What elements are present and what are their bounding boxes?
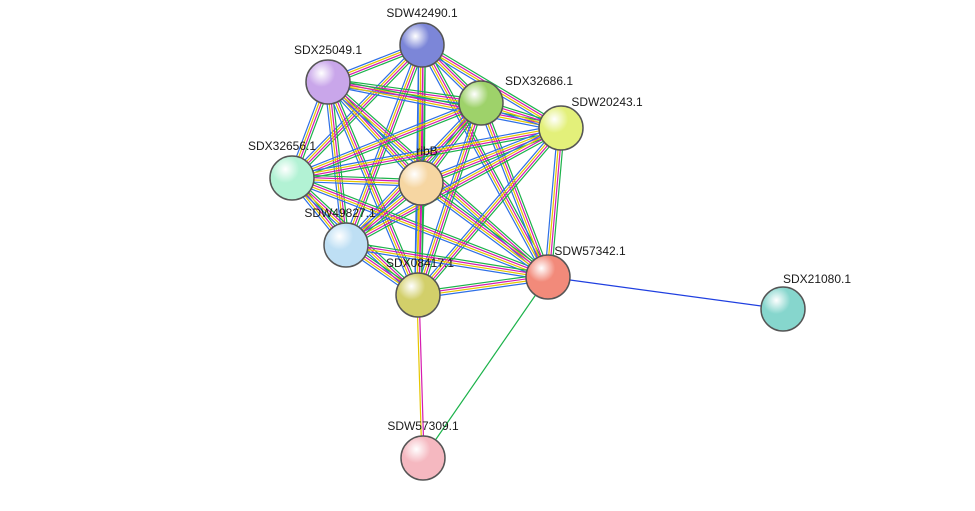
node-SDW42490.1[interactable]: [400, 23, 444, 67]
network-graph: SDW42490.1 SDX25049.1 SDX32686.1 SDW20243.1…: [0, 0, 975, 511]
node-SDW57309.1[interactable]: [401, 436, 445, 480]
node-label: SDX25049.1: [294, 43, 362, 57]
node-label: SDX32686.1: [505, 74, 573, 88]
node-SDX32656.1[interactable]: [270, 156, 314, 200]
node-ribB[interactable]: [399, 161, 443, 205]
node-SDX08417.1[interactable]: [396, 273, 440, 317]
node-label: SDX21080.1: [783, 272, 851, 286]
node-label: SDW20243.1: [571, 95, 643, 109]
edge: [423, 180, 550, 274]
node-SDW57342.1[interactable]: [526, 255, 570, 299]
node-SDX32686.1[interactable]: [459, 81, 503, 125]
node-label: SDW57342.1: [554, 244, 626, 258]
node-SDW49827.1[interactable]: [324, 223, 368, 267]
node-SDW20243.1[interactable]: [539, 106, 583, 150]
edge: [423, 277, 548, 458]
node-SDX21080.1[interactable]: [761, 287, 805, 331]
node-label: SDW42490.1: [386, 6, 458, 20]
node-SDX25049.1[interactable]: [306, 60, 350, 104]
edge: [548, 277, 783, 309]
